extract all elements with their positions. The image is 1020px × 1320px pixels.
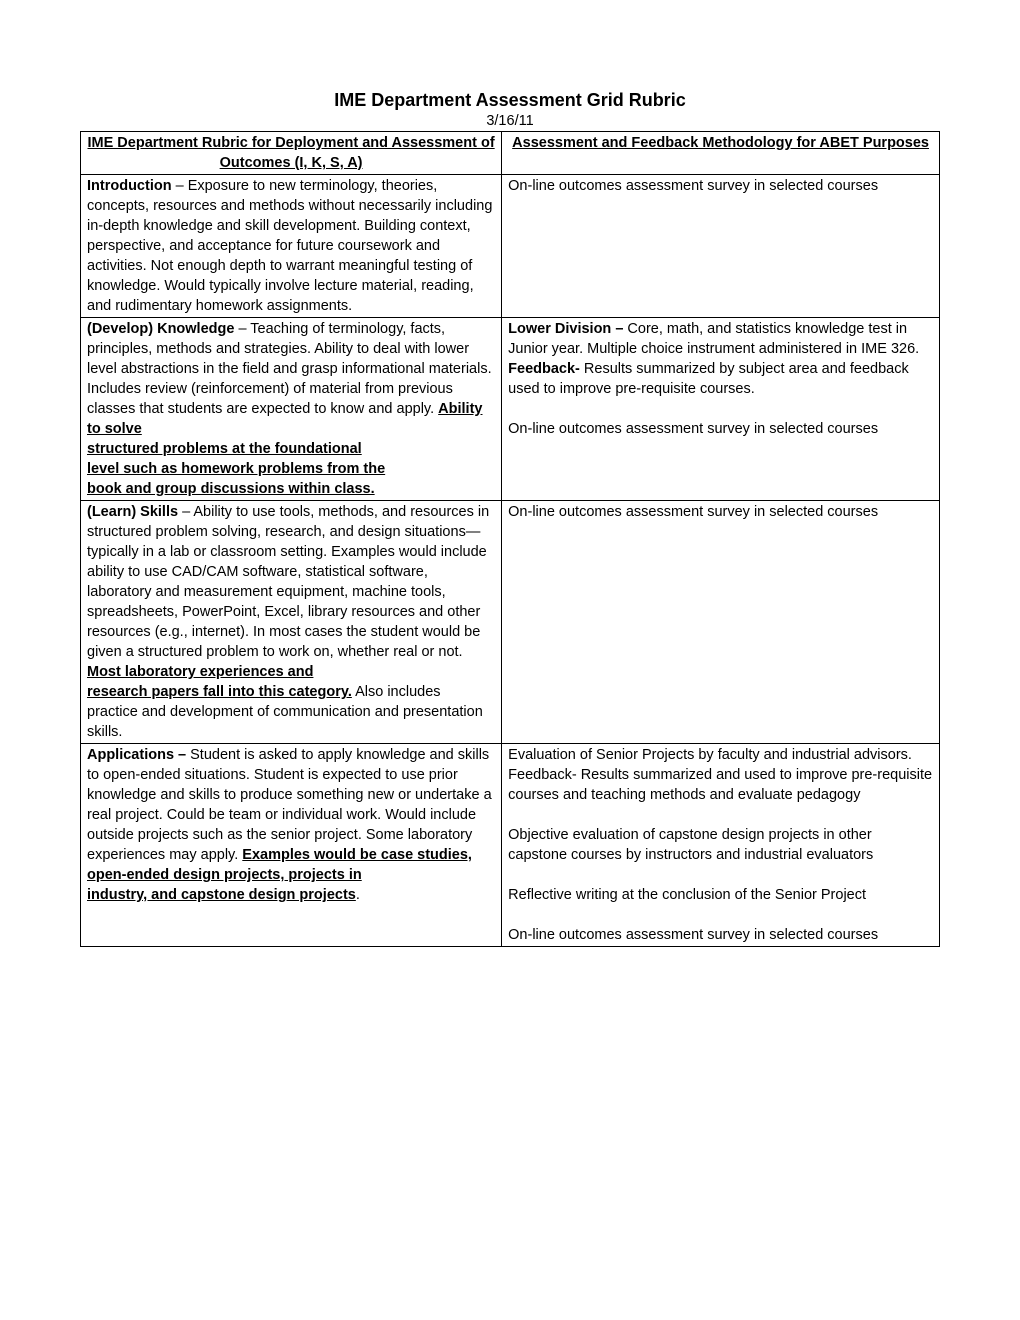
- cell-applications-right: Evaluation of Senior Projects by faculty…: [502, 744, 940, 947]
- applications-bu-3: industry, and capstone design projects: [87, 887, 356, 903]
- header-left-text: IME Department Rubric for Deployment and…: [88, 135, 495, 171]
- row-introduction: Introduction – Exposure to new terminolo…: [81, 175, 940, 318]
- row-skills: (Learn) Skills – Ability to use tools, m…: [81, 501, 940, 744]
- intro-lead: Introduction: [87, 178, 172, 194]
- header-left: IME Department Rubric for Deployment and…: [81, 132, 502, 175]
- table-header-row: IME Department Rubric for Deployment and…: [81, 132, 940, 175]
- skills-right-text: On-line outcomes assessment survey in se…: [508, 504, 878, 520]
- applications-right-p3: Reflective writing at the conclusion of …: [508, 887, 866, 903]
- applications-right-p4: On-line outcomes assessment survey in se…: [508, 927, 878, 943]
- cell-skills-right: On-line outcomes assessment survey in se…: [502, 501, 940, 744]
- cell-applications-left: Applications – Student is asked to apply…: [81, 744, 502, 947]
- header-right-text: Assessment and Feedback Methodology for …: [512, 135, 929, 151]
- rubric-table: IME Department Rubric for Deployment and…: [80, 131, 940, 947]
- knowledge-right-p2: On-line outcomes assessment survey in se…: [508, 421, 878, 437]
- skills-lead: (Learn) Skills: [87, 504, 178, 520]
- cell-knowledge-right: Lower Division – Core, math, and statist…: [502, 318, 940, 501]
- knowledge-right-lead-bold: Lower Division –: [508, 321, 627, 337]
- applications-mid: Student is asked to apply knowledge and …: [87, 747, 492, 863]
- skills-bu-1: Most laboratory experiences and: [87, 664, 313, 680]
- document-page: IME Department Assessment Grid Rubric 3/…: [0, 0, 1020, 1007]
- applications-bu-2: open-ended design projects, projects in: [87, 867, 362, 883]
- row-knowledge: (Develop) Knowledge – Teaching of termin…: [81, 318, 940, 501]
- skills-bu-2: research papers fall into this category.: [87, 684, 352, 700]
- cell-skills-left: (Learn) Skills – Ability to use tools, m…: [81, 501, 502, 744]
- page-date: 3/16/11: [80, 113, 940, 129]
- intro-rest: – Exposure to new terminology, theories,…: [87, 178, 492, 314]
- applications-period: .: [356, 887, 360, 903]
- applications-bu-1: Examples would be case studies,: [242, 847, 472, 863]
- applications-right-p1: Evaluation of Senior Projects by faculty…: [508, 747, 932, 803]
- knowledge-bu-2: structured problems at the foundational: [87, 441, 362, 457]
- knowledge-bu-4: book and group discussions within class.: [87, 481, 375, 497]
- cell-knowledge-left: (Develop) Knowledge – Teaching of termin…: [81, 318, 502, 501]
- row-applications: Applications – Student is asked to apply…: [81, 744, 940, 947]
- applications-lead: Applications –: [87, 747, 190, 763]
- knowledge-lead: (Develop) Knowledge: [87, 321, 234, 337]
- cell-intro-right: On-line outcomes assessment survey in se…: [502, 175, 940, 318]
- cell-intro-left: Introduction – Exposure to new terminolo…: [81, 175, 502, 318]
- knowledge-bu-3: level such as homework problems from the: [87, 461, 385, 477]
- skills-mid: – Ability to use tools, methods, and res…: [87, 504, 489, 660]
- page-title: IME Department Assessment Grid Rubric: [80, 90, 940, 111]
- knowledge-right-feedback-bold: Feedback-: [508, 361, 584, 377]
- intro-right-text: On-line outcomes assessment survey in se…: [508, 178, 878, 194]
- applications-right-p2: Objective evaluation of capstone design …: [508, 827, 873, 863]
- header-right: Assessment and Feedback Methodology for …: [502, 132, 940, 175]
